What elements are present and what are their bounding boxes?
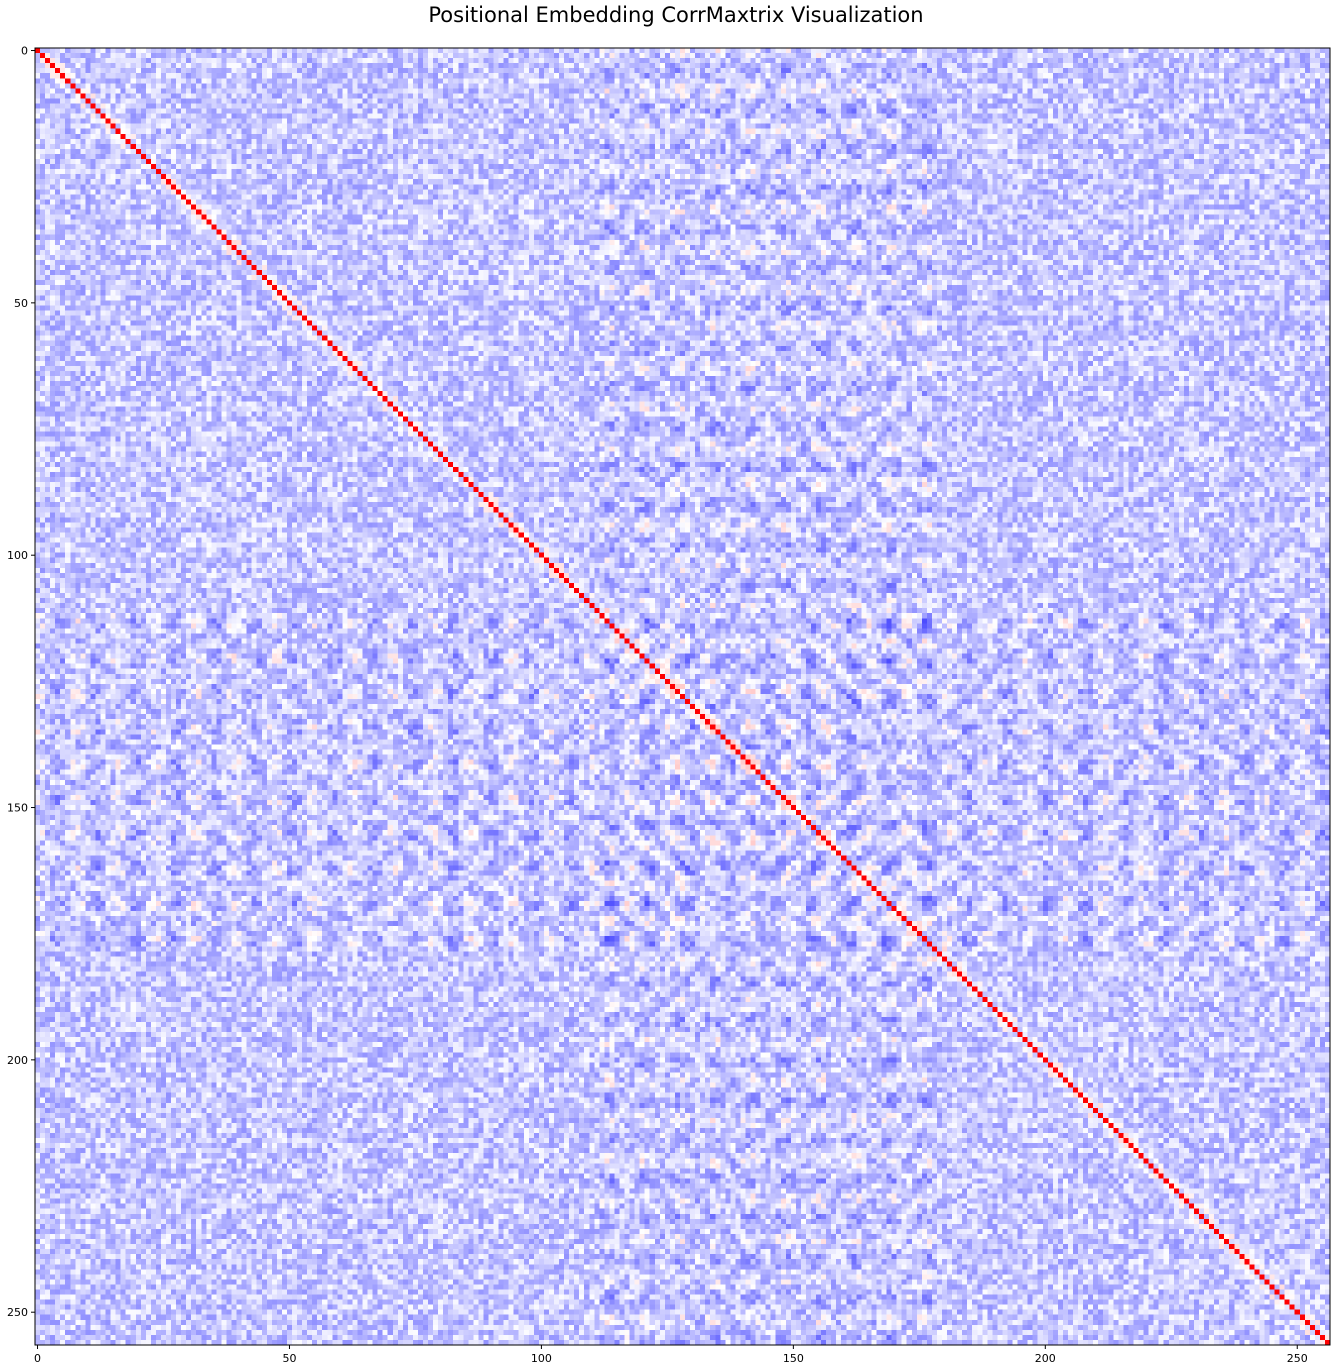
y-tick-label: 150 [7, 802, 28, 815]
y-tick-label: 0 [21, 45, 28, 58]
y-axis-ticks: 0 50 100 150 200 250 [7, 45, 35, 1319]
x-tick-label: 50 [282, 1352, 296, 1365]
chart-title: Positional Embedding CorrMaxtrix Visuali… [428, 3, 924, 27]
y-tick-label: 200 [7, 1054, 28, 1067]
x-tick-label: 250 [1287, 1352, 1308, 1365]
heatmap-image-container [35, 48, 1330, 1345]
plot-frame [34, 47, 1331, 1346]
x-tick-label: 150 [783, 1352, 804, 1365]
y-tick-label: 50 [14, 297, 28, 310]
y-tick-label: 250 [7, 1306, 28, 1319]
x-tick-label: 0 [34, 1352, 41, 1365]
x-axis-ticks: 0 50 100 150 200 250 [34, 1345, 1308, 1365]
x-tick-label: 100 [531, 1352, 552, 1365]
x-tick-label: 200 [1035, 1352, 1056, 1365]
y-tick-label: 100 [7, 549, 28, 562]
heatmap-cells [35, 48, 1330, 1345]
